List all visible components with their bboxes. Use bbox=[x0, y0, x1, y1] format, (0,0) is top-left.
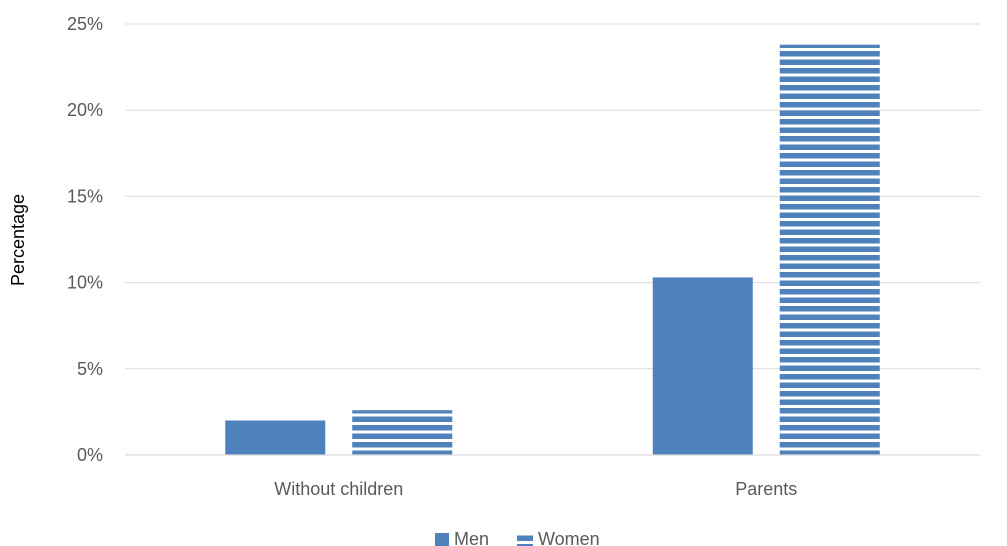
y-tick-label: 10% bbox=[67, 273, 103, 293]
bar-women-0 bbox=[352, 410, 453, 455]
legend-swatch-men bbox=[435, 533, 449, 546]
bar-men-0 bbox=[225, 420, 326, 455]
bar-women-1 bbox=[779, 44, 880, 456]
bar-men-1 bbox=[652, 277, 753, 455]
bars bbox=[125, 44, 980, 456]
legend-label-men: Men bbox=[454, 529, 489, 546]
y-tick-label: 15% bbox=[67, 186, 103, 206]
x-tick-label: Without children bbox=[274, 479, 403, 499]
y-axis-title: Percentage bbox=[8, 194, 28, 286]
y-tick-label: 20% bbox=[67, 100, 103, 120]
x-axis-ticks: Without children Parents bbox=[274, 479, 797, 499]
legend-label-women: Women bbox=[538, 529, 600, 546]
legend: Men Women bbox=[435, 529, 600, 546]
y-tick-label: 5% bbox=[77, 359, 103, 379]
y-axis-ticks: 0% 5% 10% 15% 20% 25% bbox=[67, 14, 103, 465]
legend-swatch-women bbox=[517, 533, 533, 546]
y-tick-label: 25% bbox=[67, 14, 103, 34]
x-tick-label: Parents bbox=[735, 479, 797, 499]
y-tick-label: 0% bbox=[77, 445, 103, 465]
